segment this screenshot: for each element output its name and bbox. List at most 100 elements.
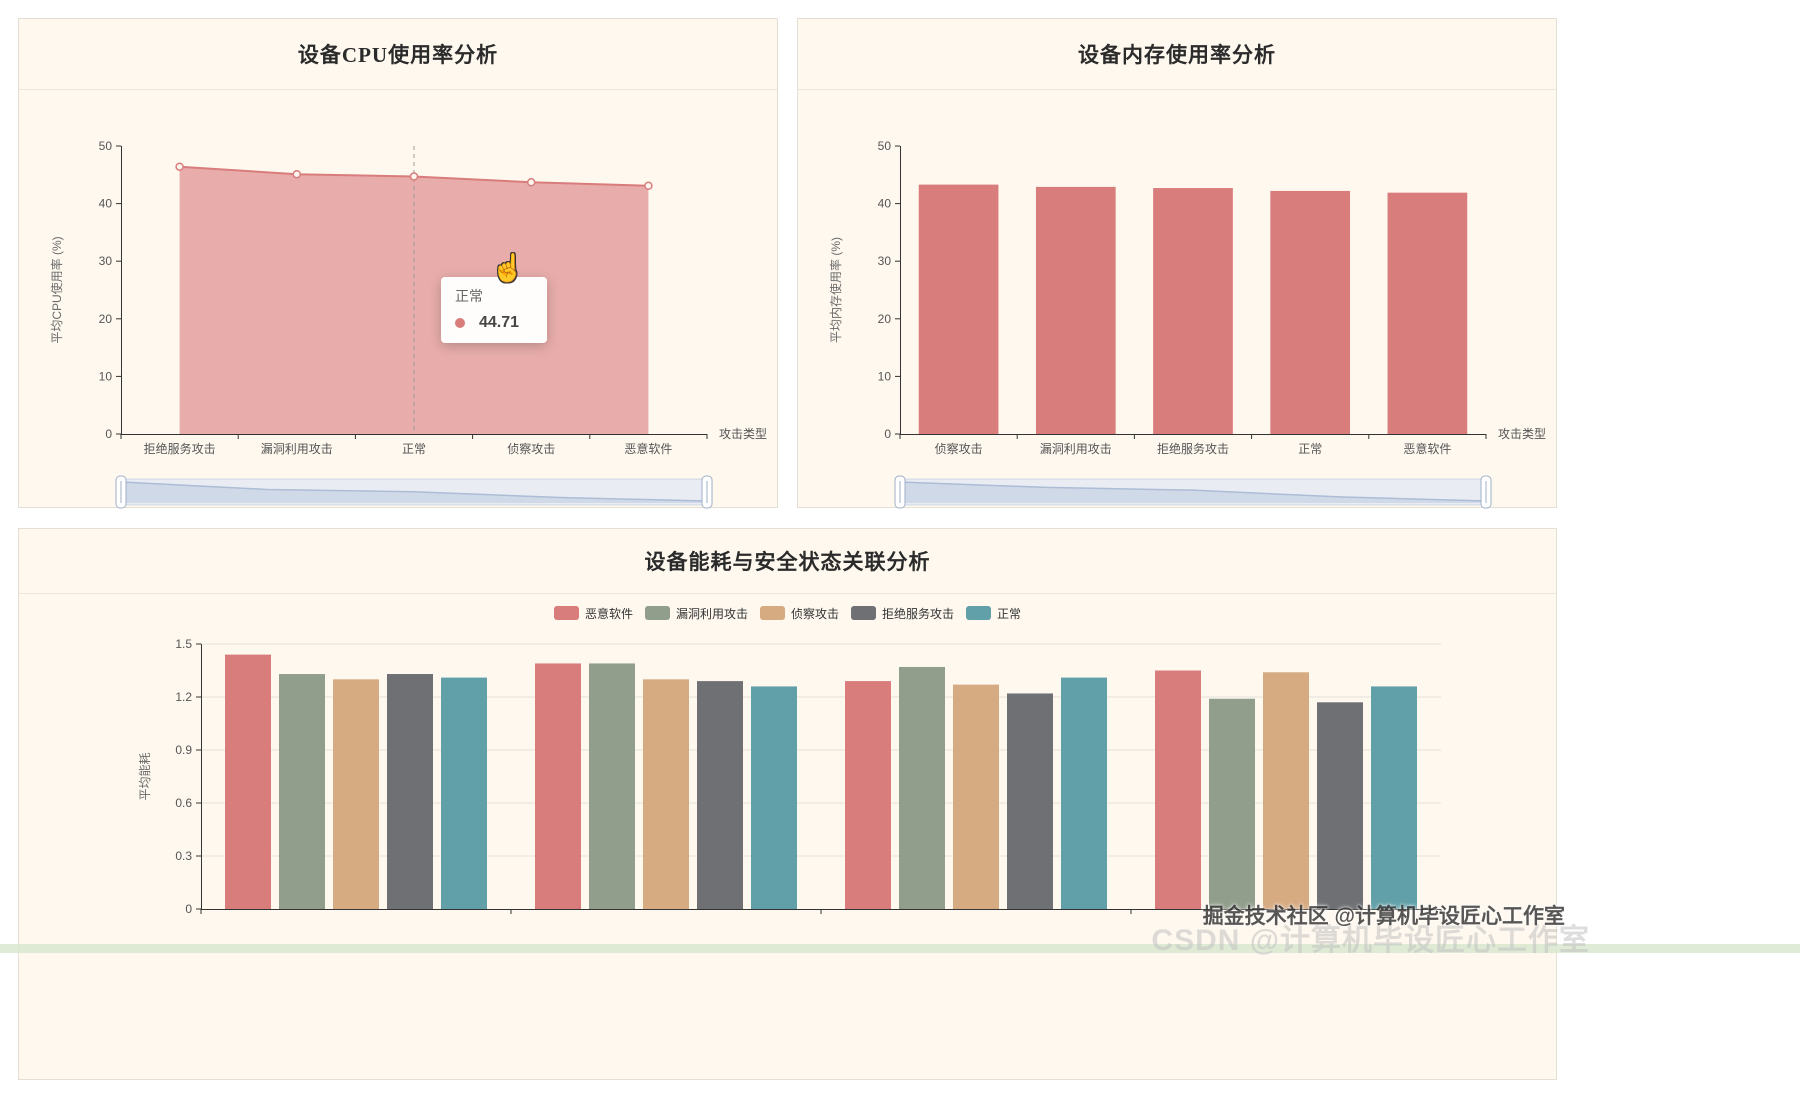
svg-text:0: 0 — [105, 427, 112, 441]
datazoom-filler[interactable] — [900, 479, 1486, 505]
memory-usage-card: 设备内存使用率分析 0 10 20 30 40 50 侦察攻击 漏洞利用攻击 拒绝服务攻击 正常 恶… — [797, 18, 1558, 509]
bar[interactable] — [333, 679, 379, 909]
bar[interactable] — [279, 674, 325, 909]
bar[interactable] — [643, 679, 689, 909]
cursor-hand-icon — [491, 255, 525, 282]
cpu-usage-card: 设备CPU使用率分析 0 10 20 30 40 50 拒绝服务攻击 漏洞利用攻击 正常 侦察攻击… — [18, 18, 779, 509]
legend-label: 侦察攻击 — [790, 606, 839, 621]
bar[interactable] — [1317, 702, 1363, 909]
svg-text:10: 10 — [878, 369, 892, 383]
svg-text:攻击类型: 攻击类型 — [719, 427, 767, 441]
bar[interactable] — [845, 681, 891, 909]
svg-text:50: 50 — [99, 139, 113, 153]
svg-text:攻击类型: 攻击类型 — [1498, 427, 1546, 441]
tooltip-value-row: 44.71 — [455, 314, 533, 332]
svg-text:0.9: 0.9 — [175, 743, 192, 757]
energy-chart-title: 设备能耗与安全状态关联分析 — [644, 550, 931, 574]
svg-text:侦察攻击: 侦察攻击 — [935, 442, 983, 456]
bar[interactable] — [1209, 698, 1255, 909]
bar[interactable] — [1007, 693, 1053, 909]
watermark-juejin: 掘金技术社区 @计算机毕设匠心工作室 — [1202, 905, 1565, 928]
legend-label: 漏洞利用攻击 — [675, 606, 748, 621]
bar[interactable] — [1061, 677, 1107, 909]
data-point[interactable] — [526, 178, 536, 187]
bar[interactable] — [953, 684, 999, 909]
svg-text:拒绝服务攻击: 拒绝服务攻击 — [1157, 441, 1229, 456]
bar[interactable] — [1387, 192, 1468, 434]
memory-chart-title: 设备内存使用率分析 — [1078, 43, 1276, 67]
memory-chart-canvas[interactable]: 0 10 20 30 40 50 侦察攻击 漏洞利用攻击 拒绝服务攻击 正常 恶意软件 攻击类型 平均内… — [798, 89, 1558, 509]
bar[interactable] — [1035, 186, 1116, 434]
svg-text:平均CPU使用率 (%): 平均CPU使用率 (%) — [49, 236, 64, 343]
data-point[interactable] — [409, 172, 419, 181]
energy-chart-canvas[interactable]: 0 0.3 0.6 0.9 1.2 1.5 平均能耗 — [19, 633, 1558, 1081]
svg-text:漏洞利用攻击: 漏洞利用攻击 — [261, 442, 333, 456]
data-point[interactable] — [175, 162, 184, 171]
cpu-chart-canvas[interactable]: 0 10 20 30 40 50 拒绝服务攻击 漏洞利用攻击 正常 侦察攻击 恶意软件 攻击类型 平均C… — [19, 89, 779, 509]
svg-text:正常: 正常 — [402, 442, 426, 456]
datazoom-data-shadow — [900, 482, 1486, 503]
svg-text:40: 40 — [99, 197, 113, 211]
legend-item-侦察攻击[interactable]: 侦察攻击 — [759, 605, 839, 622]
legend-swatch-icon — [644, 606, 670, 620]
svg-text:1.5: 1.5 — [175, 637, 192, 651]
svg-text:拒绝服务攻击: 拒绝服务攻击 — [144, 441, 216, 456]
svg-text:0.3: 0.3 — [175, 849, 192, 863]
bar[interactable] — [1153, 188, 1233, 434]
bar[interactable] — [589, 663, 635, 909]
bar[interactable] — [899, 666, 945, 909]
legend-label: 恶意软件 — [584, 606, 633, 621]
bar[interactable] — [1155, 670, 1201, 910]
bar[interactable] — [918, 184, 999, 434]
svg-text:平均内存使用率 (%): 平均内存使用率 (%) — [828, 237, 843, 343]
screen-artifact-strip — [0, 944, 1800, 953]
data-point[interactable] — [644, 181, 653, 190]
svg-text:40: 40 — [878, 197, 892, 211]
bar[interactable] — [225, 654, 271, 909]
svg-text:0: 0 — [884, 427, 891, 441]
bar[interactable] — [387, 674, 433, 909]
svg-text:恶意软件: 恶意软件 — [1403, 441, 1451, 456]
memory-card-header: 设备内存使用率分析 — [798, 19, 1556, 90]
svg-text:1.2: 1.2 — [175, 690, 192, 704]
svg-text:20: 20 — [99, 312, 113, 326]
legend-swatch-icon — [966, 606, 992, 620]
legend-swatch-icon — [851, 606, 876, 620]
svg-text:正常: 正常 — [1298, 442, 1322, 456]
bar[interactable] — [1263, 672, 1309, 909]
cpu-chart-title: 设备CPU使用率分析 — [297, 43, 499, 67]
bar[interactable] — [697, 681, 743, 909]
svg-text:10: 10 — [99, 369, 113, 383]
bar[interactable] — [1371, 686, 1417, 909]
svg-text:50: 50 — [878, 139, 892, 153]
legend-item-拒绝服务攻击[interactable]: 拒绝服务攻击 — [851, 605, 954, 622]
bar[interactable] — [441, 677, 487, 909]
legend-item-正常[interactable]: 正常 — [966, 605, 1021, 622]
datazoom-filler[interactable] — [121, 479, 707, 505]
chart-legend: 恶意软件 漏洞利用攻击 侦察攻击 拒绝服务攻击 正常 — [19, 593, 1556, 633]
bar[interactable] — [751, 686, 797, 909]
legend-item-漏洞利用攻击[interactable]: 漏洞利用攻击 — [644, 605, 748, 622]
svg-text:20: 20 — [878, 312, 892, 326]
svg-text:平均能耗: 平均能耗 — [138, 752, 152, 800]
bar[interactable] — [1270, 190, 1351, 434]
legend-swatch-icon — [553, 606, 579, 620]
legend-item-恶意软件[interactable]: 恶意软件 — [553, 605, 633, 622]
tooltip-value: 44.71 — [479, 314, 520, 331]
cpu-card-header: 设备CPU使用率分析 — [19, 19, 777, 90]
bar[interactable] — [535, 663, 581, 909]
svg-text:0.6: 0.6 — [175, 796, 192, 810]
chart-tooltip: 正常 44.71 — [441, 277, 547, 343]
svg-text:0: 0 — [185, 902, 192, 916]
svg-text:侦察攻击: 侦察攻击 — [507, 442, 555, 456]
svg-text:30: 30 — [99, 254, 113, 268]
svg-text:30: 30 — [878, 254, 892, 268]
data-point[interactable] — [292, 169, 302, 179]
tooltip-series-label: 正常 — [455, 288, 483, 304]
energy-security-card: 设备能耗与安全状态关联分析 恶意软件 漏洞利用攻击 侦察攻击 拒绝服务攻击 正常 0 0.… — [18, 528, 1557, 1080]
energy-card-header: 设备能耗与安全状态关联分析 — [19, 529, 1556, 594]
svg-text:漏洞利用攻击: 漏洞利用攻击 — [1040, 442, 1112, 456]
legend-label: 拒绝服务攻击 — [882, 606, 955, 621]
tooltip-series-dot-icon — [455, 318, 465, 328]
